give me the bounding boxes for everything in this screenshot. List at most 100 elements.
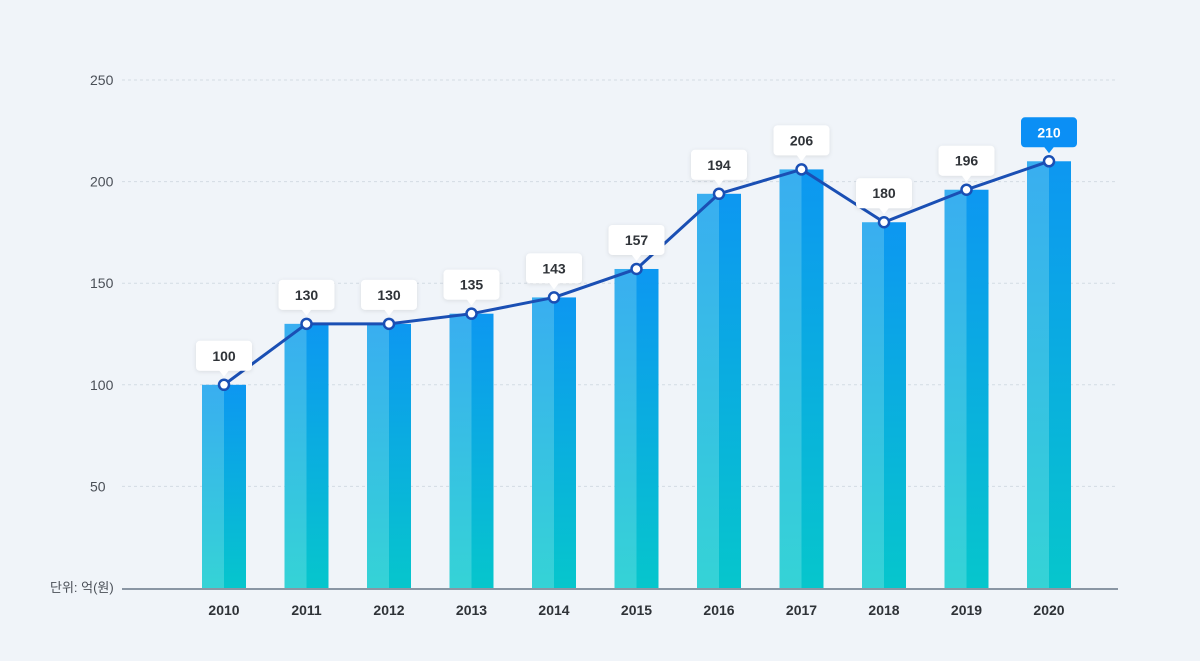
line-point-2012 <box>382 317 396 331</box>
bar-2016 <box>697 193 741 589</box>
bar-left-face <box>779 169 802 588</box>
x-tick-label: 2013 <box>456 602 487 618</box>
data-label-text: 130 <box>295 287 319 303</box>
x-tick-label: 2017 <box>786 602 817 618</box>
trend-line <box>217 155 1056 392</box>
data-label-2010: 100 <box>196 340 252 377</box>
data-label-text: 143 <box>542 260 566 276</box>
data-label-2016: 194 <box>691 149 747 186</box>
bar-right-face <box>224 384 246 588</box>
data-label-2019: 196 <box>938 145 995 182</box>
bar-right-face <box>966 189 989 588</box>
label-bubble <box>278 279 335 310</box>
line-point-2018 <box>877 215 891 229</box>
data-label-2020: 210 <box>1021 117 1077 154</box>
bar-right-face <box>471 313 494 588</box>
label-pointer <box>384 309 394 316</box>
x-tick-label: 2012 <box>373 602 404 618</box>
line-point-2016 <box>712 187 726 201</box>
x-tick-label: 2016 <box>703 602 734 618</box>
bar-2011 <box>284 323 329 588</box>
label-bubble <box>608 224 665 255</box>
bar-left-face <box>284 323 307 588</box>
line-point-2020 <box>1042 155 1056 168</box>
label-pointer <box>796 154 807 162</box>
data-label-2017: 206 <box>773 125 830 162</box>
bar-2020 <box>1027 161 1071 588</box>
line-point-2015 <box>630 262 643 276</box>
data-label-2014: 143 <box>526 253 582 290</box>
data-label-text: 194 <box>707 157 731 173</box>
bar-left-face <box>614 268 637 588</box>
data-labels: 100 130 130 135 143 157 194 206 180 196 210 <box>196 117 1077 377</box>
label-pointer <box>301 309 312 316</box>
data-label-2011: 130 <box>278 279 335 316</box>
label-bubble <box>526 253 582 284</box>
data-label-text: 157 <box>625 232 649 248</box>
line-point-2010 <box>217 378 231 392</box>
line-point-2019 <box>960 183 973 196</box>
label-pointer <box>961 175 972 182</box>
data-label-2015: 157 <box>608 224 665 261</box>
line-point-2017 <box>795 163 808 176</box>
bar-left-face <box>862 222 884 589</box>
bar-2012 <box>367 323 411 588</box>
label-bubble <box>196 340 252 371</box>
label-pointer <box>219 370 229 377</box>
label-bubble <box>856 178 912 209</box>
bar-left-face <box>697 193 719 589</box>
label-pointer <box>714 179 724 186</box>
bar-2017 <box>779 169 824 588</box>
bar-right-face <box>884 222 906 589</box>
bar-right-face <box>1049 161 1071 588</box>
bar-left-face <box>449 313 472 588</box>
bar-2014 <box>532 297 576 588</box>
y-tick-label: 150 <box>90 275 114 291</box>
bar-2010 <box>202 384 246 588</box>
bar-right-face <box>389 323 411 588</box>
bar-2018 <box>862 222 906 589</box>
bar-left-face <box>532 297 554 588</box>
y-tick-label: 250 <box>90 72 114 88</box>
y-tick-label: 200 <box>90 174 114 190</box>
bars <box>202 161 1071 589</box>
label-bubble <box>361 279 417 310</box>
label-bubble <box>443 269 500 300</box>
y-tick-label: 50 <box>90 478 106 494</box>
bar-right-face <box>719 193 741 589</box>
x-tick-label: 2018 <box>868 602 899 618</box>
data-label-text: 196 <box>955 153 979 169</box>
unit-label: 단위: 억(원) <box>50 580 114 595</box>
data-label-2018: 180 <box>856 178 912 215</box>
label-pointer <box>1044 146 1054 154</box>
bar-left-face <box>202 384 224 588</box>
data-label-text: 210 <box>1037 124 1061 140</box>
bar-right-face <box>801 169 824 588</box>
bar-2013 <box>449 313 494 588</box>
x-tick-label: 2014 <box>538 602 569 618</box>
data-label-2013: 135 <box>443 269 500 306</box>
x-tick-label: 2015 <box>621 602 652 618</box>
bar-left-face <box>1027 161 1049 588</box>
label-bubble <box>773 125 830 156</box>
x-tick-label: 2019 <box>951 602 982 618</box>
bar-right-face <box>306 323 329 588</box>
data-label-text: 206 <box>790 132 814 148</box>
line-point-2013 <box>465 307 478 320</box>
label-bubble <box>691 149 747 180</box>
label-pointer <box>631 254 642 261</box>
bar-2019 <box>944 189 989 588</box>
y-tick-label: 100 <box>90 377 114 393</box>
label-pointer <box>879 207 889 215</box>
bar-right-face <box>636 268 659 588</box>
label-bubble <box>1021 117 1077 148</box>
axes: 50 100 150 200 250 2010 2011 2012 2013 2014 2015 20… <box>50 72 1118 618</box>
data-label-text: 135 <box>460 277 484 293</box>
data-label-2012: 130 <box>361 279 417 316</box>
line-point-2011 <box>300 317 313 331</box>
data-label-text: 100 <box>212 348 236 364</box>
bar-2015 <box>614 268 659 588</box>
x-tick-label: 2010 <box>208 602 239 618</box>
